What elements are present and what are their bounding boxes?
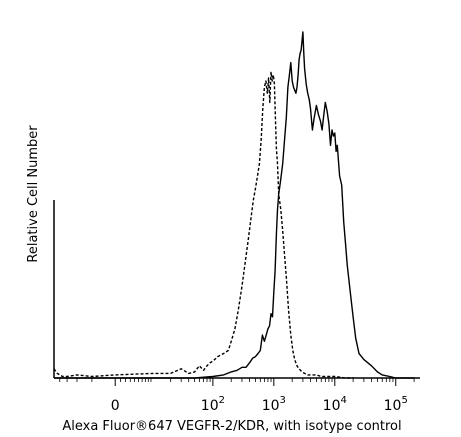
x-tick-label: 105 xyxy=(384,395,408,414)
y-axis-title: Relative Cell Number xyxy=(26,125,41,263)
x-tick-label: 102 xyxy=(201,395,225,414)
x-tick-label: 103 xyxy=(262,395,286,414)
x-tick-label: 104 xyxy=(323,395,347,414)
x-axis-title: Alexa Fluor®647 VEGFR-2/KDR, with isotyp… xyxy=(62,419,401,434)
plot-area: 0 102 103 104 105 xyxy=(53,31,420,414)
x-tick-label: 0 xyxy=(111,398,120,414)
vegfr2-kdr-line xyxy=(54,31,415,379)
isotype-control-line xyxy=(53,71,354,379)
